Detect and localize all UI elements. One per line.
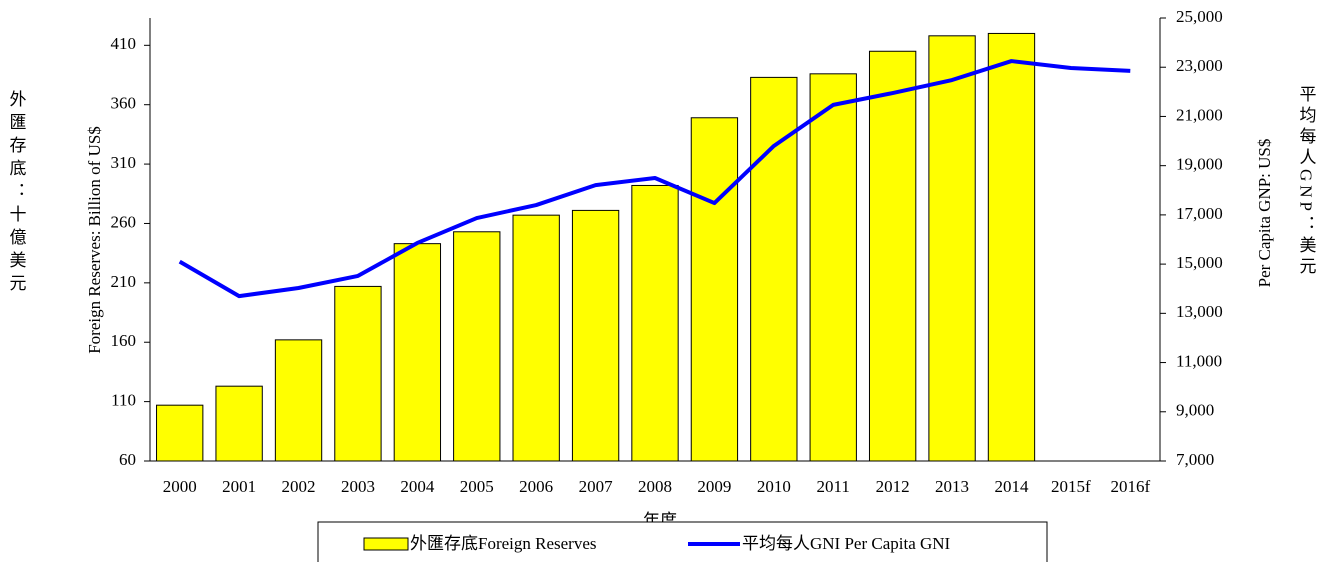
x-tick-label: 2000	[163, 477, 197, 496]
y-tick-label: 360	[111, 94, 137, 113]
y2-tick-label: 25,000	[1176, 7, 1223, 26]
bar	[809, 73, 857, 462]
legend-label: 外匯存底Foreign Reserves	[410, 534, 597, 553]
y-tick-label: 160	[111, 331, 137, 350]
line	[178, 59, 1131, 299]
y2-tick-label: 23,000	[1176, 56, 1223, 75]
y-axis-title: Foreign Reserves: Billion of US$	[85, 126, 104, 354]
x-tick-label: 2011	[817, 477, 850, 496]
x-tick-label: 2013	[935, 477, 969, 496]
x-tick-label: 2006	[519, 477, 553, 496]
x-tick-label: 2007	[579, 477, 614, 496]
y-tick-label: 110	[111, 391, 136, 410]
y2-axis-title-zh: 平均每人GNP：美元	[1297, 85, 1317, 278]
bar	[156, 404, 204, 462]
y2-tick-label: 9,000	[1176, 401, 1214, 420]
x-tick-label: 2009	[697, 477, 731, 496]
bar	[453, 231, 501, 462]
bar	[868, 50, 917, 462]
x-tick-label: 2002	[282, 477, 316, 496]
bar	[750, 76, 798, 462]
bar	[512, 214, 560, 462]
x-tick-label: 2012	[876, 477, 910, 496]
y-tick-label: 260	[111, 212, 137, 231]
bar	[631, 184, 679, 462]
bar	[571, 209, 620, 462]
bar	[215, 385, 263, 462]
y-tick-label: 210	[111, 272, 137, 291]
y-tick-label: 60	[119, 450, 136, 469]
legend-box	[317, 521, 1048, 562]
bar	[274, 339, 323, 462]
y2-tick-label: 19,000	[1176, 155, 1223, 174]
y2-axis-title: Per Capita GNP: US$	[1255, 139, 1274, 288]
y2-tick-label: 17,000	[1176, 204, 1223, 223]
y2-tick-label: 13,000	[1176, 302, 1223, 321]
bar	[987, 32, 1036, 462]
x-tick-label: 2015f	[1051, 477, 1091, 496]
x-tick-label: 2008	[638, 477, 672, 496]
bar	[928, 35, 976, 462]
bar	[690, 117, 739, 462]
y2-tick-label: 15,000	[1176, 253, 1223, 272]
x-tick-label: 2004	[400, 477, 435, 496]
x-tick-label: 2014	[994, 477, 1029, 496]
x-tick-label: 2016f	[1110, 477, 1150, 496]
legend-label: 平均每人GNI Per Capita GNI	[742, 534, 951, 553]
legend-swatch	[363, 537, 409, 551]
y-tick-label: 410	[111, 34, 137, 53]
y2-tick-label: 7,000	[1176, 450, 1214, 469]
x-tick-label: 2005	[460, 477, 494, 496]
y2-tick-label: 21,000	[1176, 105, 1223, 124]
x-tick-label: 2010	[757, 477, 791, 496]
y-axis-title-zh: 外匯存底：十億美元	[7, 90, 27, 297]
bar	[393, 243, 442, 462]
y-tick-label: 310	[111, 153, 137, 172]
y2-tick-label: 11,000	[1176, 351, 1222, 370]
x-tick-label: 2001	[222, 477, 256, 496]
x-tick-label: 2003	[341, 477, 375, 496]
bar	[334, 285, 382, 462]
